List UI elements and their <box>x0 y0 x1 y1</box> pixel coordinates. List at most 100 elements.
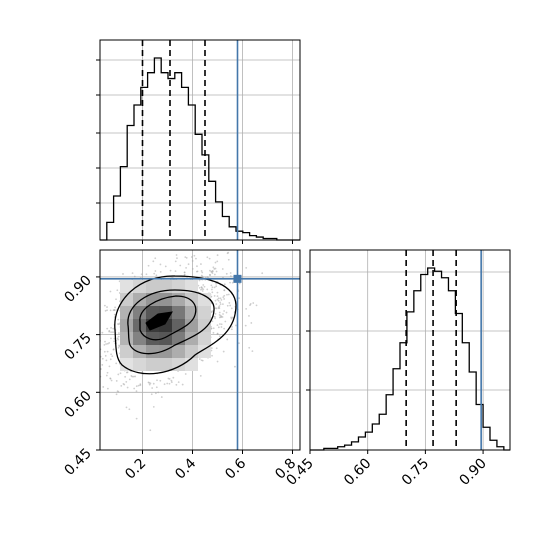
scatter-point <box>245 307 248 310</box>
scatter-point <box>217 299 220 302</box>
scatter-point <box>202 284 205 286</box>
scatter-point <box>195 257 197 260</box>
scatter-point <box>112 348 115 351</box>
x-tick-label-right: 0.90 <box>457 456 490 489</box>
scatter-point <box>191 267 194 270</box>
scatter-point <box>223 298 226 300</box>
scatter-point <box>191 260 194 262</box>
scatter-point <box>215 307 218 310</box>
scatter-point <box>238 297 240 300</box>
scatter-point <box>185 266 187 269</box>
scatter-point <box>211 320 214 323</box>
scatter-point <box>249 304 251 306</box>
scatter-point <box>212 331 215 334</box>
scatter-point <box>81 323 83 325</box>
scatter-point <box>261 272 264 275</box>
scatter-point <box>219 323 221 325</box>
scatter-point <box>187 263 190 266</box>
scatter-point <box>128 408 131 411</box>
scatter-point <box>217 326 220 329</box>
scatter-point <box>157 391 160 394</box>
scatter-point <box>225 311 228 314</box>
scatter-point <box>145 273 148 276</box>
scatter-point <box>231 316 234 319</box>
scatter-point <box>204 276 207 279</box>
scatter-point <box>238 282 241 285</box>
scatter-point <box>226 338 229 341</box>
scatter-point <box>215 347 218 350</box>
scatter-point <box>200 359 203 362</box>
scatter-point <box>200 263 202 265</box>
scatter-point <box>147 264 150 267</box>
scatter-point <box>215 270 218 273</box>
scatter-point <box>117 318 120 321</box>
scatter-point <box>97 342 99 344</box>
scatter-point <box>183 271 186 274</box>
scatter-point <box>218 335 221 338</box>
scatter-point <box>120 384 123 387</box>
scatter-point <box>110 326 112 329</box>
scatter-point <box>115 298 117 301</box>
scatter-point <box>174 270 177 273</box>
density-cell <box>120 358 133 371</box>
scatter-point <box>201 290 204 292</box>
scatter-point <box>202 288 205 291</box>
scatter-point <box>139 383 142 386</box>
marginal-x-frame <box>99 39 301 241</box>
scatter-point <box>212 327 215 330</box>
scatter-point <box>152 382 155 385</box>
scatter-point <box>218 305 221 307</box>
density-cell <box>120 332 133 345</box>
histogram-x-step <box>100 57 300 241</box>
scatter-point <box>174 260 177 263</box>
scatter-point <box>208 257 211 260</box>
scatter-point <box>211 286 214 289</box>
scatter-point <box>235 324 237 327</box>
scatter-point <box>210 327 213 330</box>
scatter-point <box>110 353 113 356</box>
scatter-point <box>128 378 131 381</box>
density-cell <box>146 345 159 358</box>
scatter-point <box>149 429 152 432</box>
scatter-point <box>181 383 184 386</box>
scatter-point <box>135 417 138 420</box>
scatter-point <box>211 354 213 357</box>
density-cell <box>185 280 198 293</box>
scatter-point <box>196 265 198 268</box>
scatter-point <box>96 345 98 347</box>
scatter-point <box>87 362 89 364</box>
scatter-point <box>147 381 150 384</box>
scatter-point <box>106 342 109 345</box>
scatter-point <box>112 327 115 330</box>
scatter-point <box>101 331 104 334</box>
scatter-point <box>103 350 106 353</box>
scatter-point <box>153 243 155 245</box>
scatter-point <box>226 252 229 255</box>
scatter-point <box>113 309 116 311</box>
contour-peak <box>145 311 173 331</box>
scatter-point <box>201 271 204 274</box>
scatter-point <box>92 347 94 349</box>
scatter-point <box>245 266 248 269</box>
density-cell <box>120 306 133 319</box>
scatter-point <box>223 327 226 330</box>
scatter-point <box>88 319 90 321</box>
scatter-point <box>54 354 56 356</box>
x-tick-label-right: 0.75 <box>399 456 432 489</box>
scatter-point <box>150 393 153 396</box>
scatter-point <box>94 368 96 370</box>
scatter-point <box>101 364 104 366</box>
scatter-point <box>200 270 203 272</box>
scatter-point <box>219 297 222 300</box>
scatter-point <box>216 254 219 257</box>
scatter-point <box>198 358 201 360</box>
scatter-point <box>196 270 199 273</box>
marginal-y-frame <box>309 249 511 451</box>
marginal-histogram-y-panel: 0.45 0.60 0.75 0.90 <box>283 249 511 489</box>
scatter-point <box>210 311 213 314</box>
scatter-point <box>101 357 104 360</box>
scatter-point <box>175 254 178 256</box>
scatter-point <box>190 256 193 258</box>
density-cell <box>185 345 198 358</box>
